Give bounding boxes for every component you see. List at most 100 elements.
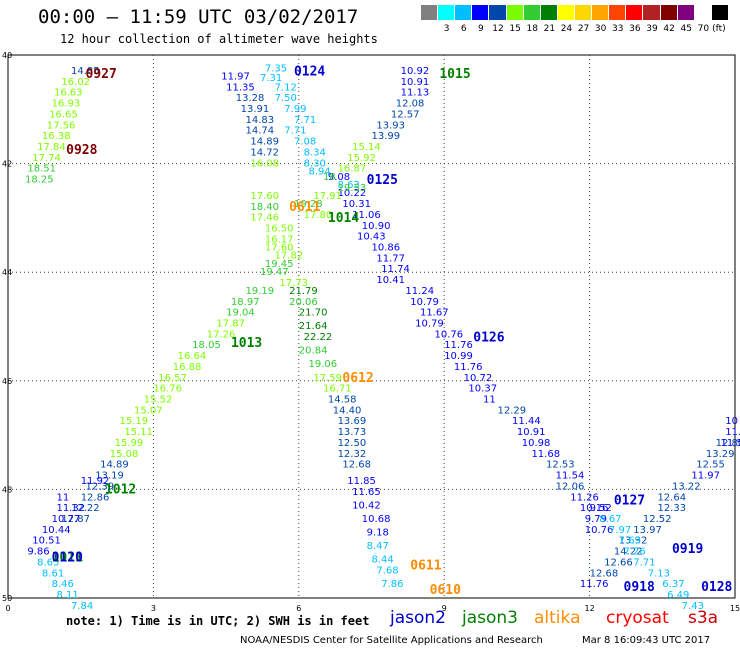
data-point-value: 9.86 — [27, 547, 49, 558]
colorbar-tick-label: 24 — [560, 24, 573, 34]
data-point-value: 10.79 — [415, 319, 444, 330]
pass-label: 0128 — [701, 580, 732, 595]
footer-note: note: 1) Time is in UTC; 2) SWH is in fe… — [66, 614, 370, 628]
data-point-value: 11.76 — [444, 340, 473, 351]
data-point-value: 10.91 — [401, 77, 430, 88]
pass-label: 0120 — [52, 550, 83, 565]
data-point-value: 8.67 — [599, 514, 621, 525]
data-point-value: 17.82 — [275, 251, 304, 262]
data-point-value: 13.28 — [236, 93, 265, 104]
data-point-value: 11.85 — [347, 476, 376, 487]
data-point-value: 12.08 — [396, 99, 425, 110]
colorbar-tick-label: 70 — [697, 24, 710, 34]
data-point-value: 16.87 — [338, 164, 367, 175]
data-point-value: 13.97 — [633, 525, 662, 536]
data-point-value: 12.52 — [643, 514, 672, 525]
data-point-value: 16.17 — [265, 234, 294, 245]
pass-label: 0611 — [410, 558, 441, 573]
data-point-value: 16.71 — [323, 384, 352, 395]
pass-labels: 0927 0928 0124 0125 0126 0127 1015 1014 0611 0612… — [52, 64, 733, 598]
data-point-value: 10.92 — [401, 66, 430, 77]
data-point-value: 7.99 — [284, 104, 306, 115]
colorbar-tick-label: 45 — [680, 24, 692, 34]
legend-cryosat: cryosat — [606, 608, 669, 628]
data-point-value: 15.92 — [347, 153, 376, 164]
colorbar-tick-label: 39 — [646, 24, 658, 34]
data-point-value: 10.43 — [357, 232, 386, 243]
pass-label: 1015 — [439, 67, 470, 82]
pass-label: 0126 — [473, 330, 504, 345]
data-point-value: 12.80 — [716, 438, 740, 449]
colorbar-tick-label: 42 — [663, 24, 675, 34]
data-point-value: 8.34 — [304, 147, 326, 158]
data-point-value: 9.08 — [328, 172, 350, 183]
data-point-value: 13.22 — [672, 481, 701, 492]
colorbar-tick-label: 15 — [509, 24, 521, 34]
data-point-value: 12.66 — [604, 557, 633, 568]
data-point-value: 7.69 — [619, 536, 641, 547]
pass-label: 0918 — [624, 580, 655, 595]
data-point-value: 11.97 — [221, 71, 250, 82]
colorbar-swatch — [575, 5, 593, 20]
data-point-value: 15.11 — [124, 427, 153, 438]
data-point-value: 10.44 — [42, 525, 71, 536]
x-tick-label: 0 — [5, 604, 10, 613]
data-point-value: 8.44 — [372, 555, 394, 566]
data-point-value: 20.06 — [289, 297, 318, 308]
data-point-value: 17.87 — [216, 319, 245, 330]
data-point-value: 19.06 — [308, 359, 337, 370]
data-point-value: 19.19 — [245, 286, 274, 297]
pass-label: 1013 — [231, 336, 262, 351]
pass-label: 0611 — [289, 200, 320, 215]
data-point-value: 10.37 — [468, 384, 497, 395]
colorbar-tick-label: 12 — [492, 24, 504, 34]
data-point-value: 8.47 — [367, 541, 389, 552]
legend-jason3: jason3 — [462, 608, 518, 628]
data-point-value: 16.93 — [52, 99, 81, 110]
data-point-value: 10 — [725, 416, 738, 427]
data-point-value: 12.33 — [657, 503, 686, 514]
colorbar-swatch — [626, 5, 644, 20]
data-point-value: 14.89 — [250, 137, 279, 148]
y-tick-label: 40 — [2, 51, 12, 60]
data-point-value: 13.93 — [376, 120, 405, 131]
legend-jason2: jason2 — [390, 608, 446, 628]
y-tick-label: 46 — [2, 377, 12, 386]
axis-ticks: 0 3 6 9 12 15 40 42 44 46 48 50 — [2, 51, 740, 613]
data-point-value: 12.57 — [391, 109, 420, 120]
data-point-value: 7.84 — [71, 601, 93, 612]
data-point-value: 10.90 — [362, 221, 391, 232]
data-point-value: 16.50 — [265, 223, 294, 234]
data-point-value: 15.19 — [119, 416, 148, 427]
pass-label: 0928 — [66, 143, 97, 158]
data-point-value: 19.28 — [294, 199, 323, 210]
data-point-value: 12.64 — [657, 492, 686, 503]
data-point-value: 11.65 — [352, 487, 381, 498]
timestamp-text: Mar 8 16:09:43 UTC 2017 — [582, 635, 711, 646]
pass-label: 1011 — [52, 550, 83, 565]
colorbar-swatch — [660, 5, 678, 20]
legend-altika: altika — [534, 608, 581, 628]
data-point-value: 11.24 — [405, 286, 434, 297]
data-point-value: 12.29 — [498, 405, 527, 416]
data-point-value: 11.97 — [691, 471, 720, 482]
data-point-value: 13.99 — [372, 131, 401, 142]
data-point-value: 11.44 — [512, 416, 541, 427]
data-point-value: 11.76 — [454, 362, 483, 373]
colorbar-swatch — [694, 5, 712, 20]
data-point-value: 11.77 — [376, 253, 405, 264]
data-point-value: 17.91 — [313, 191, 342, 202]
data-point-value: 10.76 — [585, 525, 614, 536]
data-point-value: 8.11 — [56, 590, 78, 601]
data-point-value: 10.68 — [362, 514, 391, 525]
data-point-value: 7.71 — [284, 126, 306, 137]
data-point-value: 7.31 — [260, 73, 282, 84]
pass-label: 0610 — [430, 583, 461, 598]
data-point-value: 22.22 — [304, 332, 333, 343]
data-point-value: 7.12 — [275, 82, 297, 93]
data-point-value: 19.53 — [338, 183, 367, 194]
data-point-value: 15.99 — [115, 438, 144, 449]
data-point-value: 13.73 — [338, 427, 367, 438]
data-point-value: 10.99 — [444, 351, 473, 362]
